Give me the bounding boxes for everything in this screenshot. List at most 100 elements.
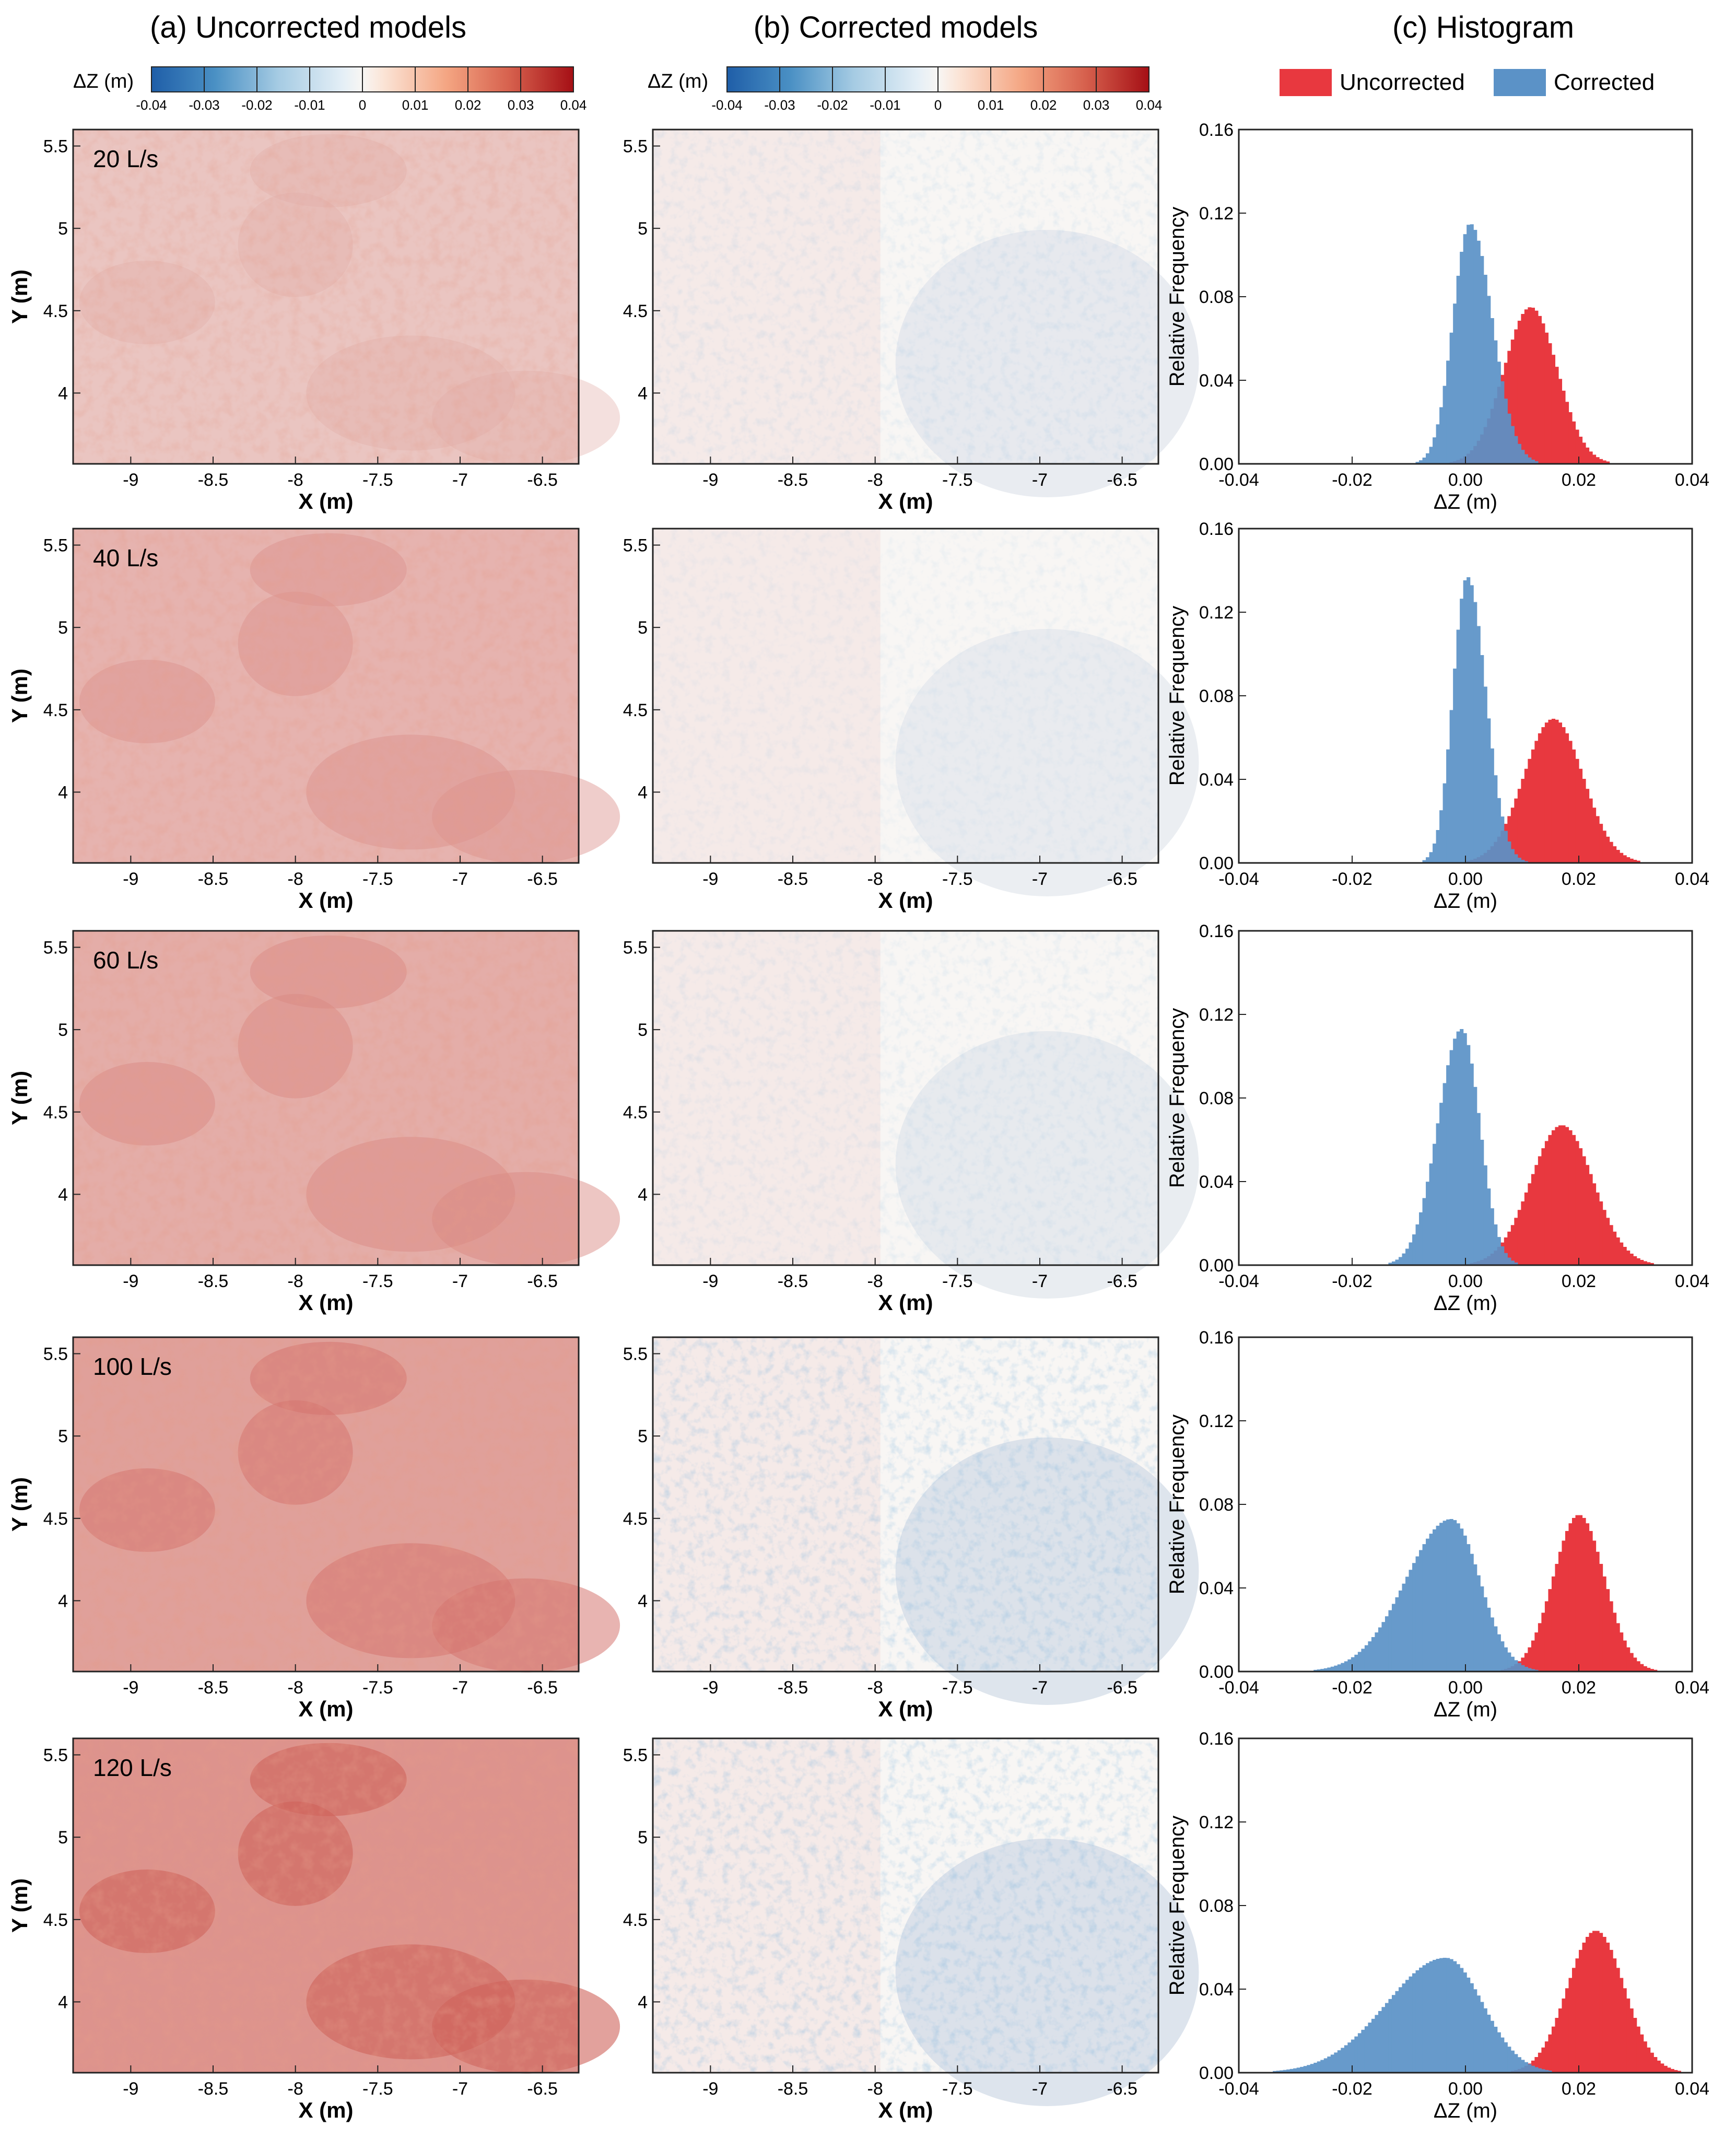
- histogram-series-uncorrected: [1510, 1931, 1681, 2073]
- histogram-bar: [1582, 442, 1586, 464]
- histogram-bar: [1507, 413, 1511, 464]
- y-tick-label: 5.5: [43, 1345, 68, 1364]
- histogram-bar: [1357, 2033, 1362, 2073]
- x-tick-label: 0.00: [1448, 869, 1483, 889]
- histogram-bar: [1599, 1933, 1603, 2073]
- histogram-bar: [1433, 1960, 1437, 2073]
- histogram-bar: [1510, 426, 1515, 464]
- map-uncorrected: -9 -8.5 -8 -7.5 -7 -6.5 5.5 5 4.5 4 X (m) Y (m) 20 L…: [7, 128, 620, 513]
- histogram-bar: [1541, 323, 1545, 464]
- histogram-bar: [1548, 2034, 1552, 2073]
- y-tick-label: 5.5: [43, 1746, 68, 1766]
- histogram-bar: [1497, 1237, 1501, 1265]
- y-tick-label: 0.00: [1199, 1662, 1234, 1682]
- x-axis-label: X (m): [299, 1290, 354, 1315]
- x-tick-label: -7: [452, 1678, 468, 1698]
- histogram-bar: [1555, 1127, 1559, 1265]
- y-tick-label: 0.04: [1199, 1980, 1234, 2000]
- histogram-bar: [1463, 1972, 1467, 2073]
- histogram-bar: [1463, 234, 1467, 464]
- histogram-bar: [1361, 2029, 1365, 2073]
- histogram-bar: [1504, 831, 1508, 863]
- flow-rate-label: 40 L/s: [93, 544, 158, 571]
- histogram-bar: [1507, 841, 1511, 863]
- panel-row: -9 -8.5 -8 -7.5 -7 -6.5 5.5 5 4.5 4 X (m) Y (m) 100 …: [7, 1328, 1709, 1721]
- x-tick-label: -7: [1032, 1271, 1048, 1291]
- histogram-bar: [1317, 2061, 1321, 2073]
- x-tick-label: -8.5: [198, 869, 229, 889]
- histogram-bar: [1357, 1652, 1362, 1672]
- y-axis-label: Y (m): [7, 1878, 32, 1933]
- histogram-bar: [1426, 1538, 1430, 1672]
- histogram-bar: [1470, 1553, 1474, 1672]
- x-tick-label: -8.5: [778, 1678, 808, 1698]
- histogram-series-uncorrected: [1500, 1515, 1658, 1672]
- map-texture: [653, 931, 1158, 1265]
- histogram-bar: [1551, 2026, 1556, 2073]
- x-axis-label: X (m): [878, 489, 933, 513]
- histogram-bar: [1571, 1135, 1576, 1265]
- histogram-bar: [1494, 1224, 1498, 1265]
- histogram-bar: [1456, 275, 1460, 464]
- x-axis-label: ΔZ (m): [1434, 1292, 1497, 1315]
- histogram-bar: [1636, 1258, 1640, 1265]
- map-texture: [653, 130, 1158, 464]
- map-texture: [73, 931, 579, 1265]
- y-tick-label: 0.16: [1199, 1729, 1234, 1749]
- y-tick-label: 4: [638, 782, 648, 802]
- x-tick-label: -7.5: [362, 1678, 393, 1698]
- histogram-bar: [1286, 2069, 1291, 2073]
- histogram-bar: [1442, 1958, 1447, 2073]
- histogram-bar: [1562, 1540, 1566, 1672]
- histogram-bar: [1456, 1031, 1460, 1265]
- x-tick-label: -6.5: [527, 470, 558, 490]
- histogram-bar: [1521, 2060, 1525, 2073]
- histogram-bar: [1429, 447, 1433, 464]
- histogram-bar: [1510, 1260, 1515, 1265]
- y-tick-label: 4.5: [623, 1509, 648, 1529]
- histogram-bar: [1371, 1637, 1375, 1672]
- y-tick-label: 5: [638, 1020, 648, 1040]
- x-tick-label: 0.04: [1675, 1271, 1709, 1291]
- y-tick-label: 0.04: [1199, 770, 1234, 790]
- histogram-bar: [1337, 1664, 1341, 1672]
- histogram-bar: [1606, 1589, 1610, 1672]
- x-tick-label: -8.5: [778, 470, 808, 490]
- map-frame: [72, 128, 580, 465]
- x-axis-label: X (m): [878, 1290, 933, 1315]
- x-tick-label: -0.02: [1332, 1271, 1373, 1291]
- histogram-bar: [1504, 1237, 1508, 1265]
- histogram-bar: [1551, 1576, 1556, 1672]
- histogram-bar: [1368, 1641, 1372, 1672]
- histogram-bar: [1467, 1045, 1471, 1265]
- y-tick-label: 4: [58, 1185, 68, 1205]
- histogram-bar: [1623, 1640, 1627, 1672]
- histogram-bar: [1375, 2015, 1379, 2073]
- histogram-bar: [1510, 808, 1515, 863]
- x-axis-label: X (m): [878, 2098, 933, 2122]
- histogram-bar: [1596, 1192, 1600, 1265]
- colorbar-tick-label: -0.02: [241, 97, 272, 113]
- map-frame: [72, 528, 580, 864]
- x-tick-label: -0.02: [1332, 470, 1373, 490]
- histogram-bar: [1565, 402, 1569, 464]
- histogram-bar: [1476, 240, 1481, 464]
- histogram-bar: [1419, 1212, 1423, 1265]
- histogram-bar: [1497, 798, 1501, 863]
- histogram-bar: [1453, 1038, 1457, 1265]
- histogram-bar: [1602, 1210, 1606, 1265]
- histogram-bar: [1548, 1589, 1552, 1672]
- y-tick-label: 5.5: [623, 1345, 648, 1364]
- histogram-bar: [1534, 1669, 1539, 1672]
- histogram-bar: [1473, 1086, 1477, 1265]
- histogram-bar: [1456, 629, 1460, 863]
- histogram-bar: [1613, 846, 1617, 863]
- map-frame: [72, 1336, 580, 1673]
- histogram-bar: [1422, 1965, 1426, 2073]
- y-tick-label: 4.5: [43, 301, 68, 321]
- histogram-bar: [1436, 1123, 1440, 1265]
- histogram-bar: [1467, 1977, 1471, 2073]
- histogram-bar: [1514, 329, 1518, 464]
- histogram-bar: [1524, 1667, 1528, 1672]
- colorbar-tick-label: 0.01: [978, 97, 1004, 113]
